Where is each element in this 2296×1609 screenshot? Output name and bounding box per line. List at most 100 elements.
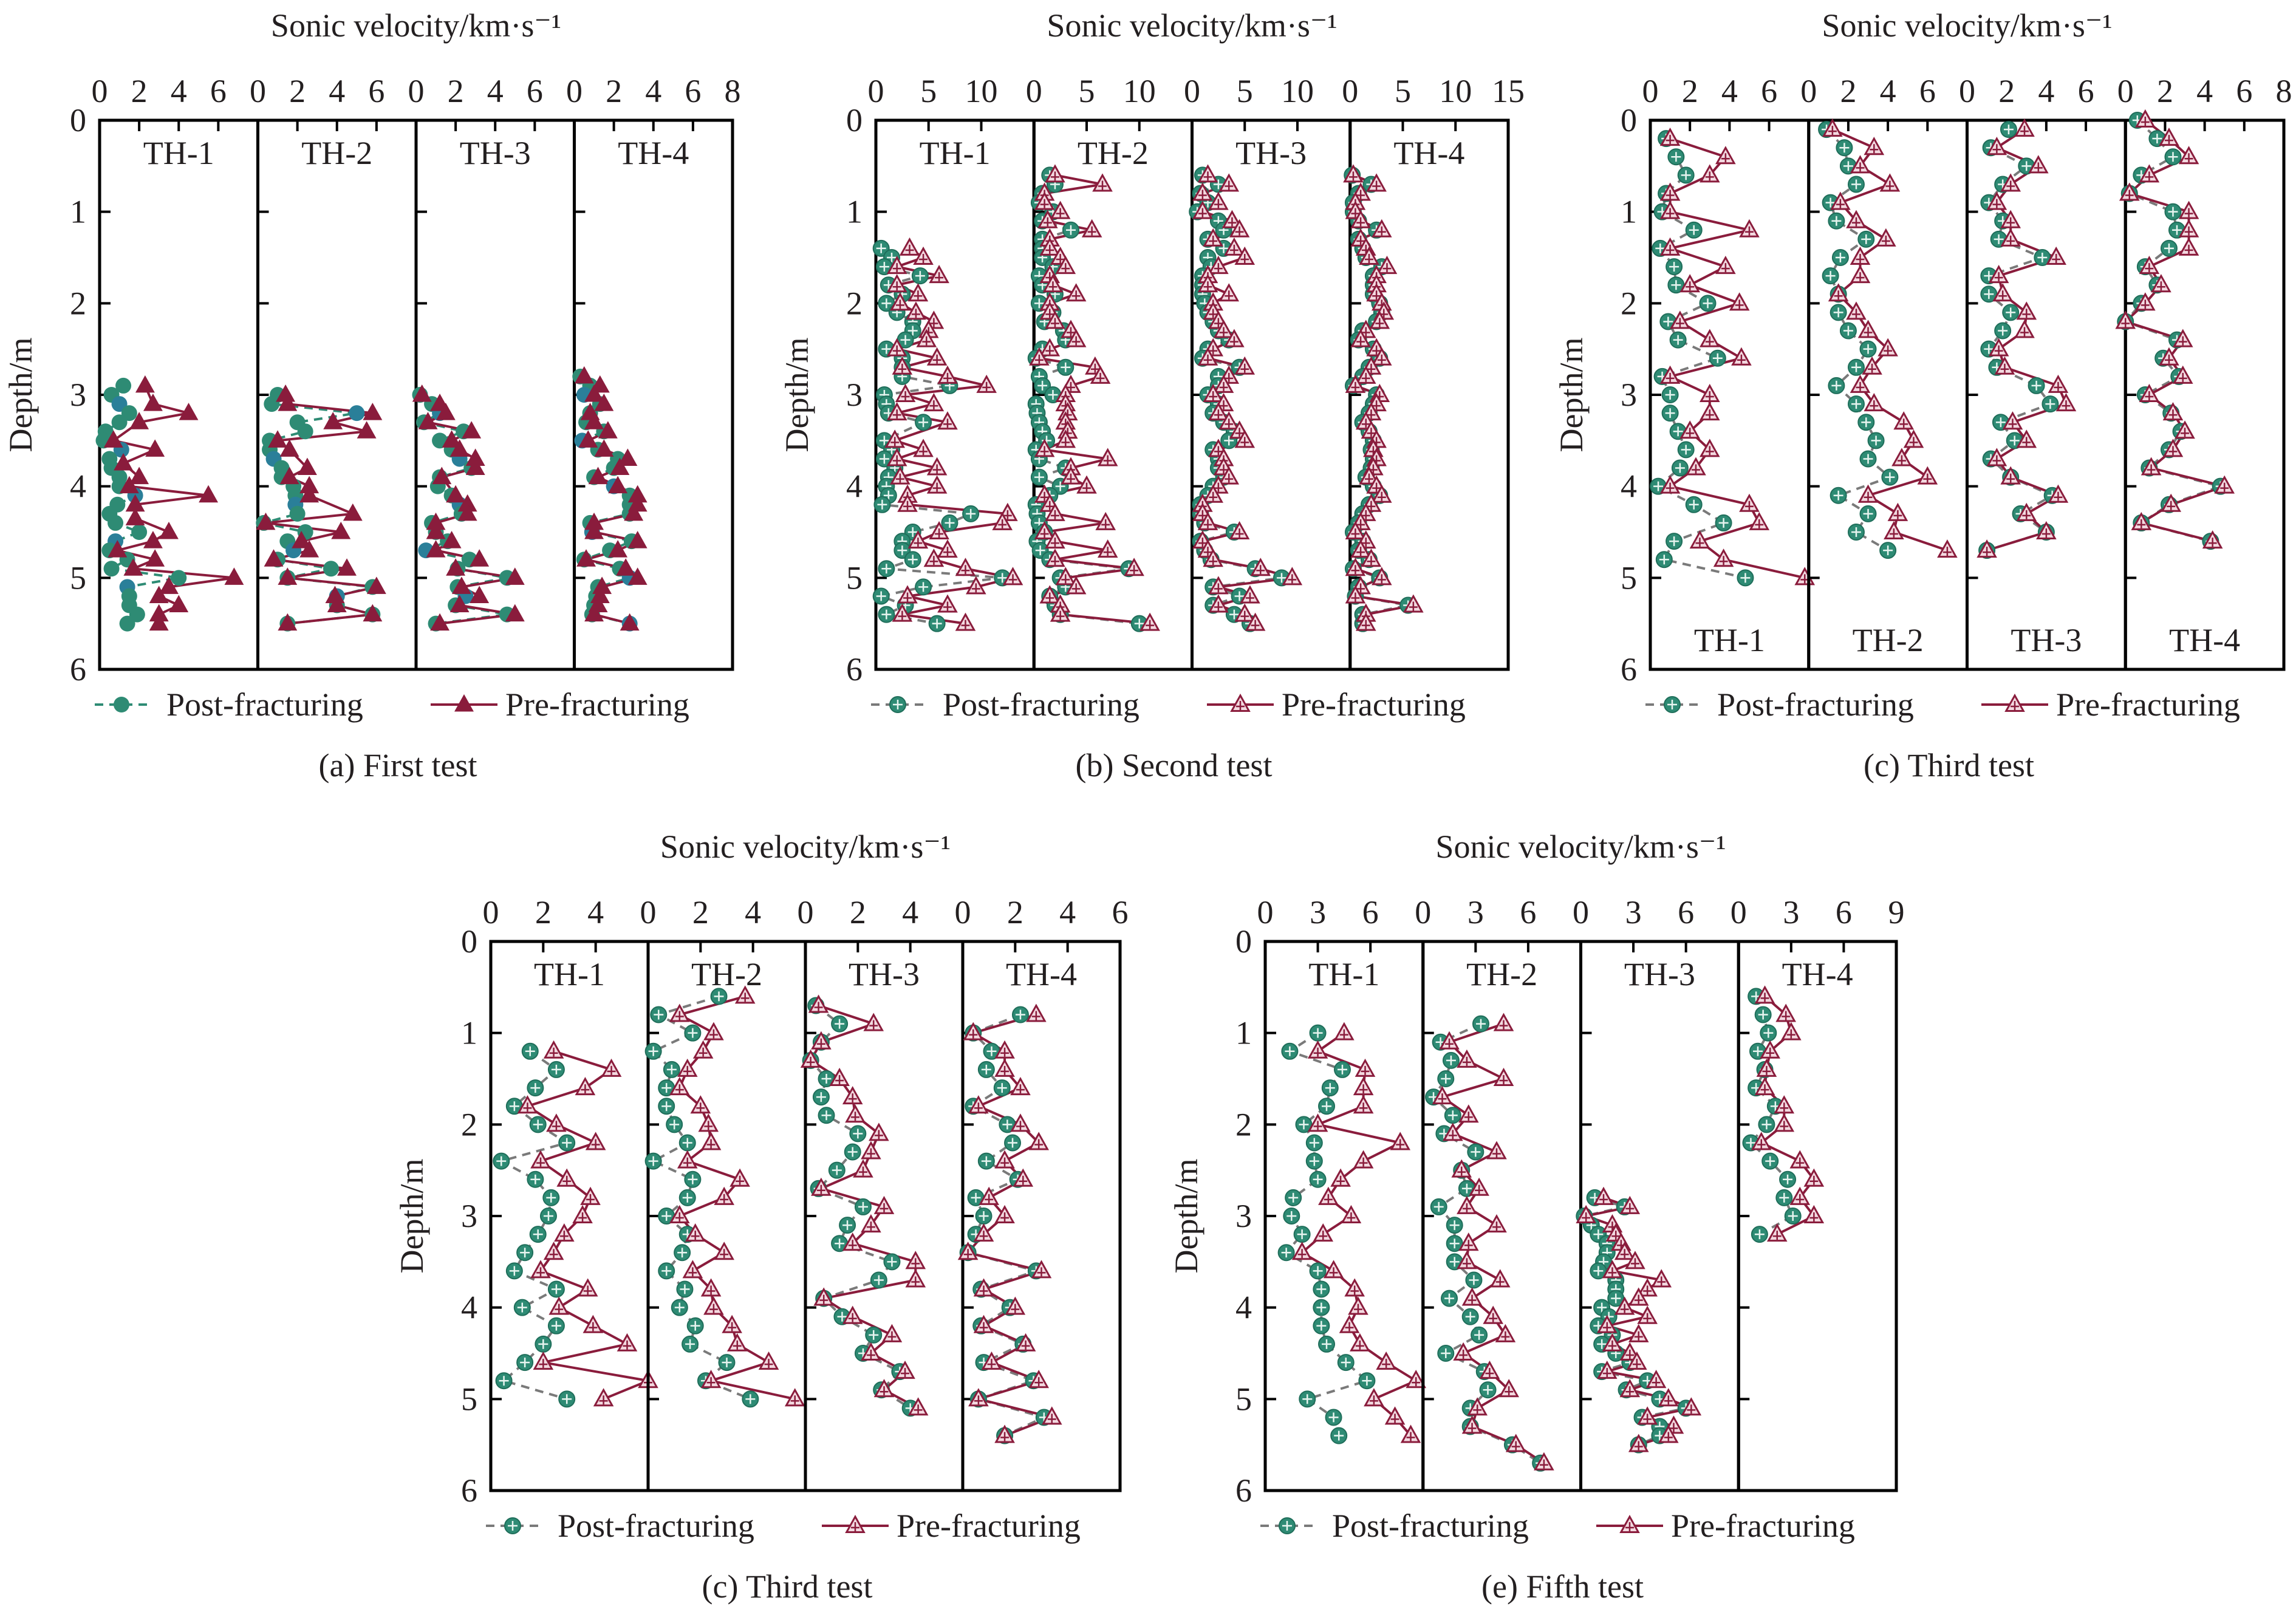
post-fracturing-point — [1751, 1226, 1768, 1243]
cross-mark — [1864, 327, 1873, 336]
post-fracturing-point — [1442, 1051, 1460, 1069]
cross-mark — [2022, 309, 2031, 318]
plus-mark — [1863, 344, 1873, 354]
pre-fracturing-point — [2135, 292, 2156, 311]
y-axis-title: Depth/m — [2, 338, 39, 453]
x-tick-label: 6 — [1919, 73, 1936, 109]
legend-pre-label: Pre-fracturing — [1282, 686, 1466, 723]
post-fracturing-point — [1828, 212, 1845, 230]
cross-mark — [1214, 199, 1223, 208]
pre-fracturing-point — [617, 1333, 638, 1351]
cross-mark — [2156, 281, 2165, 291]
post-fracturing-point — [674, 1244, 691, 1262]
pre-fracturing-point — [1203, 383, 1224, 402]
legend-post-label: Post-fracturing — [558, 1508, 754, 1544]
pre-fracturing-point — [1234, 356, 1256, 375]
pre-fracturing-point — [610, 457, 630, 476]
cross-mark — [1061, 437, 1070, 446]
plus-mark — [1681, 170, 1691, 180]
pre-fracturing-point — [669, 1076, 690, 1096]
x-tick-label: 2 — [1007, 894, 1023, 931]
plus-mark — [1309, 1156, 1319, 1166]
cross-mark — [2008, 418, 2017, 428]
plus-mark — [509, 1266, 519, 1276]
pre-fracturing-point — [1050, 603, 1071, 622]
y-tick-label: 0 — [1235, 923, 1252, 960]
pre-fracturing-point — [594, 439, 614, 457]
post-fracturing-point — [1461, 1308, 1479, 1325]
cross-mark — [943, 547, 952, 556]
subplot-frame — [961, 940, 1122, 1492]
cross-mark — [675, 1011, 684, 1020]
pre-fracturing-point — [1774, 1113, 1795, 1132]
post-fracturing-point — [2041, 395, 2059, 413]
pre-fracturing-point — [554, 1223, 575, 1242]
post-fracturing-point — [1847, 176, 1865, 193]
cross-mark — [2184, 153, 2193, 163]
cross-mark — [1868, 363, 1877, 373]
cross-mark — [835, 1075, 844, 1084]
pre-fracturing-point — [1344, 1278, 1365, 1297]
cross-mark — [922, 336, 931, 346]
plus-mark — [2164, 243, 2174, 253]
plus-mark — [533, 1229, 543, 1240]
pre-fracturing-point — [530, 1260, 551, 1279]
post-fracturing-point — [521, 1042, 539, 1060]
pre-fracturing-point — [973, 1223, 994, 1242]
plus-mark — [1863, 508, 1873, 519]
plus-mark — [1048, 390, 1058, 400]
plus-mark — [661, 1083, 672, 1093]
post-fracturing-point — [495, 1372, 513, 1390]
cross-mark — [1377, 354, 1386, 364]
cross-mark — [961, 620, 970, 629]
pre-fracturing-point — [1045, 164, 1065, 183]
y-tick-label: 1 — [1235, 1015, 1252, 1051]
pre-fracturing-point — [2178, 200, 2199, 219]
cross-mark — [1632, 1359, 1641, 1368]
post-fracturing-point — [1867, 432, 1885, 449]
pre-fracturing-point — [1037, 210, 1058, 228]
cross-mark — [848, 1093, 857, 1103]
cross-mark — [1998, 290, 2007, 300]
pre-fracturing-point — [886, 402, 907, 421]
cross-mark — [728, 1322, 737, 1331]
pre-fracturing-point — [159, 521, 179, 539]
pre-fracturing-point — [1614, 1242, 1635, 1260]
cross-mark — [1235, 528, 1244, 538]
cross-mark — [969, 1029, 978, 1039]
pre-fracturing-point — [279, 466, 299, 485]
post-fracturing-point — [839, 1217, 856, 1234]
x-tick-label: 5 — [1079, 73, 1095, 109]
pre-fracturing-point — [1291, 1242, 1313, 1260]
plus-mark — [887, 253, 897, 262]
cross-mark — [1485, 1368, 1494, 1378]
y-tick-label: 0 — [461, 923, 477, 960]
pre-fracturing-point — [224, 567, 244, 585]
plus-mark — [1655, 243, 1666, 253]
pre-fracturing-point — [1229, 521, 1250, 539]
cross-mark — [974, 1395, 983, 1405]
x-tick-label: 3 — [1625, 894, 1642, 931]
x-tick-label: 6 — [685, 73, 701, 109]
pre-fracturing-point — [593, 1388, 614, 1407]
cross-mark — [1245, 592, 1254, 602]
pre-fracturing-point — [574, 366, 594, 384]
pre-fracturing-point — [1203, 228, 1224, 247]
pre-fracturing-point — [907, 1397, 929, 1416]
pre-fracturing-point — [1803, 1204, 1825, 1223]
pre-fracturing-point — [1850, 374, 1871, 393]
cross-mark — [1983, 547, 1992, 556]
pre-fracturing-point — [1203, 548, 1224, 567]
cross-mark — [1071, 290, 1081, 300]
pre-fracturing-point — [114, 453, 134, 471]
post-fracturing-point — [742, 1390, 759, 1408]
plus-mark — [1871, 436, 1881, 446]
post-fracturing-point — [1337, 1354, 1355, 1372]
plus-mark — [883, 490, 893, 500]
cross-mark — [1445, 1038, 1454, 1048]
legend-pre-label: Pre-fracturing — [505, 686, 689, 723]
cross-mark — [1691, 464, 1700, 474]
cross-mark — [1851, 309, 1860, 318]
pre-fracturing-point — [1213, 374, 1234, 393]
